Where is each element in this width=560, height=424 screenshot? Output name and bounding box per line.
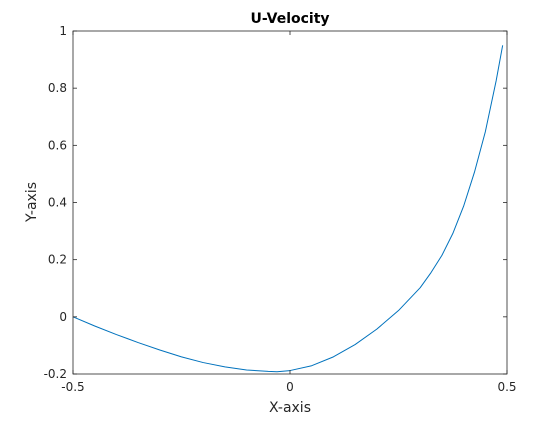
x-tick-label: -0.5 <box>61 380 84 394</box>
y-tick-label: 0 <box>59 310 67 324</box>
y-tick-label: 1 <box>59 24 67 38</box>
chart-title: U-Velocity <box>250 11 329 27</box>
series-line <box>72 45 504 373</box>
x-axis-label: X-axis <box>269 400 311 416</box>
x-tick-label: 0.5 <box>497 380 516 394</box>
y-axis-label: Y-axis <box>24 182 40 223</box>
y-tick-label: 0.6 <box>48 138 67 152</box>
y-tick-label: -0.2 <box>44 367 67 381</box>
tick-layer: -0.5 0 0.5 -0.2 0 0.2 0.4 0.6 0.8 1 <box>44 24 517 394</box>
y-tick-label: 0.8 <box>48 81 67 95</box>
y-tick-label: 0.2 <box>48 253 67 267</box>
x-tick-label: 0 <box>286 380 294 394</box>
plot-area <box>73 31 507 374</box>
series-layer <box>72 45 504 373</box>
y-tick-label: 0.4 <box>48 196 67 210</box>
